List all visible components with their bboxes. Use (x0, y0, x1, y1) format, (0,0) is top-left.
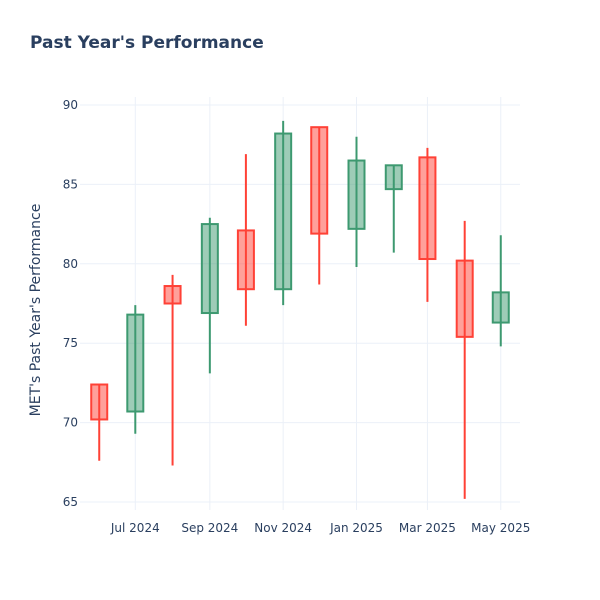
candle[interactable] (274, 120, 293, 306)
candle[interactable] (163, 274, 182, 466)
candle-body (347, 159, 366, 230)
candle-body (455, 259, 474, 338)
candle[interactable] (200, 217, 219, 374)
candle-body (384, 164, 403, 191)
candle-body (274, 132, 293, 291)
candle-body (163, 285, 182, 305)
y-tick-label: 90 (63, 98, 78, 112)
grid-layer (80, 97, 520, 510)
x-tick-label: Mar 2025 (399, 521, 456, 535)
candle[interactable] (126, 305, 145, 434)
chart-title: Past Year's Performance (30, 33, 264, 53)
y-tick-label: 80 (63, 257, 78, 271)
candle[interactable] (384, 164, 403, 253)
candle[interactable] (310, 126, 329, 285)
candle-body (126, 313, 145, 413)
candle-body (90, 383, 109, 421)
candle[interactable] (90, 383, 109, 461)
candle[interactable] (455, 220, 474, 499)
candle-body (418, 156, 437, 261)
axis-layer: 65 70 75 80 85 90 Jul 2024 Sep 2024 Nov 2024 Jan … (63, 98, 531, 535)
x-tick-label: Sep 2024 (181, 521, 238, 535)
candle-body (236, 229, 255, 291)
x-tick-label: Jan 2025 (329, 521, 383, 535)
y-tick-label: 65 (63, 495, 78, 509)
y-tick-label: 70 (63, 416, 78, 430)
candle[interactable] (491, 235, 510, 347)
y-tick-label: 85 (63, 177, 78, 191)
x-tick-label: Nov 2024 (254, 521, 312, 535)
x-tick-label: May 2025 (471, 521, 530, 535)
candle-body (200, 223, 219, 315)
candle[interactable] (347, 136, 366, 267)
y-tick-label: 75 (63, 336, 78, 350)
y-axis-label: MET's Past Year's Performance (28, 204, 44, 417)
candle-layer (90, 120, 510, 499)
candle[interactable] (236, 154, 255, 326)
candle-body (310, 126, 329, 235)
x-tick-label: Jul 2024 (110, 521, 160, 535)
candle[interactable] (418, 147, 437, 302)
candle-body (491, 291, 510, 324)
